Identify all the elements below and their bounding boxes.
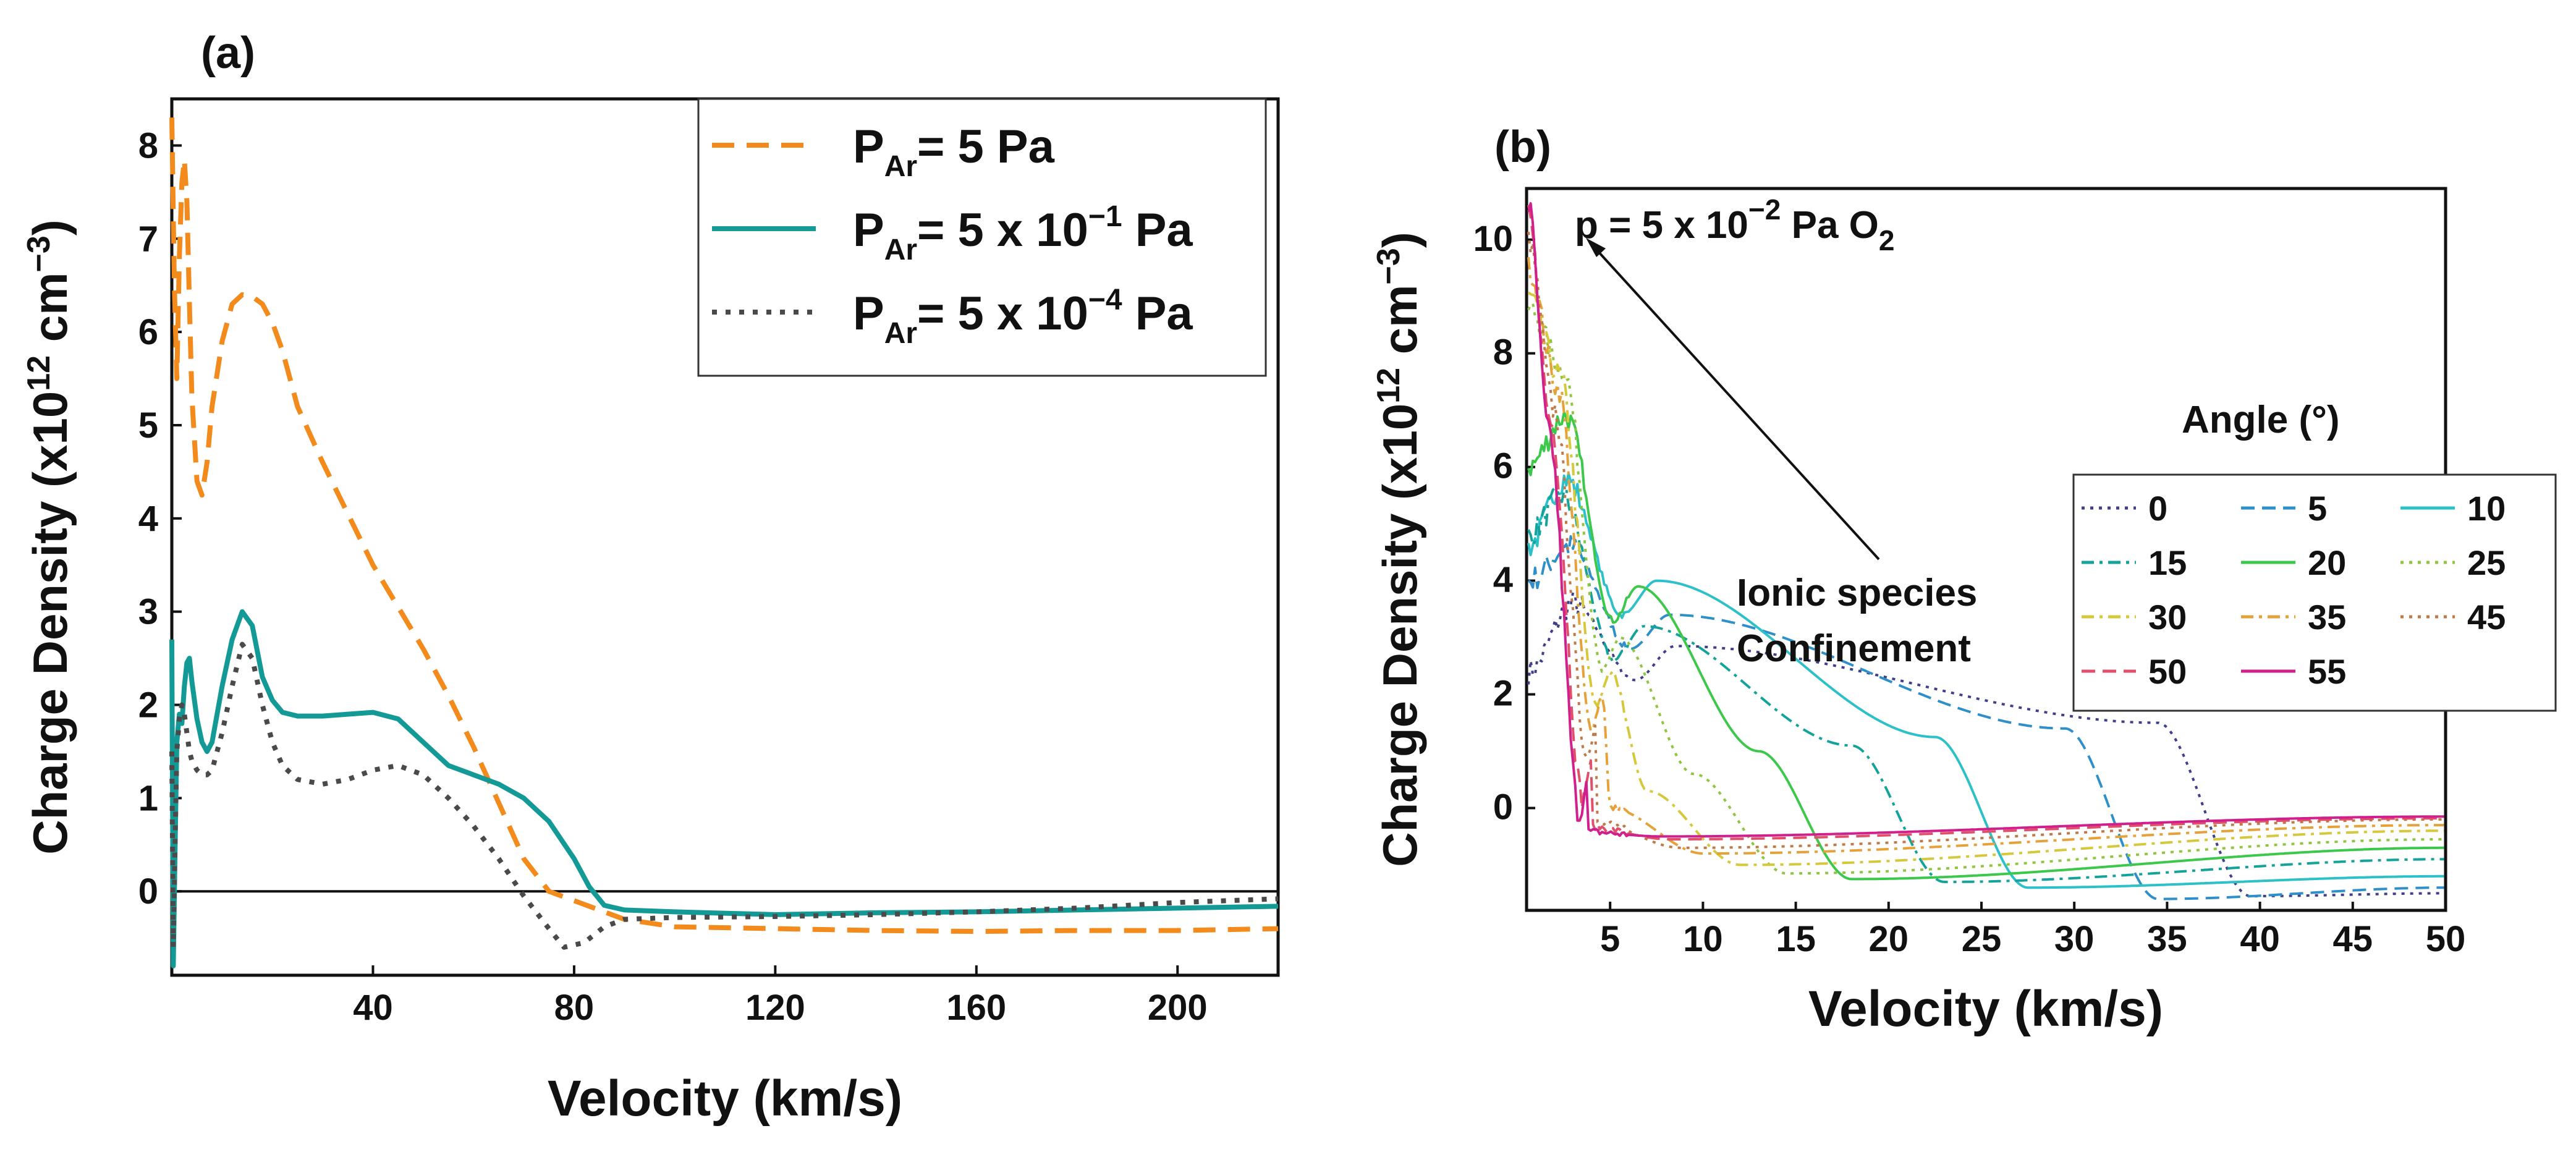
panel-a-series-line — [169, 609, 1279, 968]
panel-b-ytick-label: 8 — [1493, 332, 1513, 373]
panel-b-series-line — [1527, 591, 2444, 897]
panel-b-series-line — [1527, 202, 2444, 838]
panel-b-label: (b) — [1494, 122, 1551, 172]
panel-a-legend-label: PAr= 5 x 10−1 Pa — [853, 200, 1193, 266]
panel-a-series-line — [169, 642, 1279, 950]
panel-b-legend-box — [2072, 473, 2557, 712]
panel-b-xtick-label: 50 — [2426, 919, 2466, 959]
panel-b-xtick-label: 35 — [2147, 919, 2187, 959]
panel-b-x-axis-label: Velocity (km/s) — [1808, 981, 2163, 1037]
panel-b-series-line — [1527, 257, 2444, 855]
panel-b-legend-label: 35 — [2308, 598, 2346, 637]
panel-a-ytick-label: 7 — [138, 219, 158, 259]
panel-a-label: (a) — [201, 28, 255, 78]
panel-b-ytick-label: 4 — [1493, 560, 1513, 600]
panel-a-series — [169, 117, 1279, 968]
panel-b-legend-label: 10 — [2467, 489, 2506, 528]
panel-a-ytick-label: 8 — [138, 125, 158, 166]
panel-b-xtick-label: 40 — [2240, 919, 2280, 959]
panel-b-legend-label: 30 — [2148, 598, 2187, 637]
panel-b-series-line — [1527, 231, 2444, 849]
panel-a-xtick-label: 160 — [946, 988, 1006, 1028]
panel-a-xtick-label: 80 — [554, 988, 595, 1028]
panel-a-legend-label: PAr= 5 Pa — [853, 121, 1055, 183]
panel-b-series-line — [1527, 302, 2444, 875]
panel-b-series — [1527, 202, 2444, 900]
panel-a-y-axis-label: Charge Density (x1012 cm−3) — [21, 219, 77, 854]
panel-a: (a) 0 1 2 3 4 5 6 7 8 40 80 120 160 200 Velocity (km/… — [21, 28, 1280, 1127]
panel-b-ytick-label: 10 — [1473, 219, 1513, 259]
panel-b-xtick-label: 25 — [1962, 919, 2002, 959]
panel-a-xtick-label: 40 — [353, 988, 393, 1028]
panel-a-ytick-label: 1 — [138, 778, 158, 818]
panel-b-legend-label: 25 — [2467, 543, 2506, 582]
panel-b-legend-label: 55 — [2308, 652, 2346, 691]
annotation-line-2: Confinement — [1737, 627, 1971, 670]
panel-b-legend-label: 15 — [2148, 543, 2187, 582]
panel-a-ytick-label: 0 — [138, 871, 158, 912]
panel-a-legend: PAr= 5 Pa PAr= 5 x 10−1 Pa PAr= 5 x 10−4 P… — [697, 98, 1267, 377]
panel-b-series-line — [1527, 291, 2444, 866]
panel-b-ytick-label: 2 — [1493, 674, 1513, 714]
panel-b-pressure-annotation: p = 5 x 10−2 Pa O2 — [1575, 193, 1894, 256]
panel-b-xtick-label: 45 — [2333, 919, 2373, 959]
panel-b-ytick-label: 0 — [1493, 787, 1513, 827]
panel-a-ytick-label: 2 — [138, 685, 158, 726]
panel-a-ticks: 0 1 2 3 4 5 6 7 8 40 80 120 160 200 — [138, 125, 1278, 1028]
panel-b-ytick-label: 6 — [1493, 446, 1513, 486]
panel-b-legend-label: 0 — [2148, 489, 2167, 528]
panel-a-ytick-label: 6 — [138, 312, 158, 352]
panel-b-series-line — [1527, 472, 2444, 889]
panel-a-xtick-label: 200 — [1148, 988, 1208, 1028]
panel-b-legend-label: 5 — [2308, 489, 2327, 528]
panel-b-series-line — [1527, 410, 2444, 881]
panel-a-ytick-label: 5 — [138, 405, 158, 446]
panel-b-y-axis-label: Charge Density (x1012 cm−3) — [1371, 232, 1427, 866]
panel-b-series-line — [1527, 205, 2444, 841]
confinement-arrow-head — [1586, 238, 1606, 257]
panel-b-legend-title: Angle (°) — [2182, 399, 2340, 441]
panel-b-legend-label: 50 — [2148, 652, 2187, 691]
panel-a-xtick-label: 120 — [745, 988, 805, 1028]
panel-a-legend-label: PAr= 5 x 10−4 Pa — [853, 284, 1193, 350]
annotation-line-1: Ionic species — [1737, 572, 1977, 614]
panel-a-x-axis-label: Velocity (km/s) — [548, 1070, 902, 1127]
panel-a-ytick-label: 3 — [138, 592, 158, 632]
panel-b-legend-label: 20 — [2308, 543, 2346, 582]
panel-b-xtick-label: 20 — [1869, 919, 1909, 959]
panel-b-legend: 0 5 10 15 20 25 30 35 45 50 55 — [2072, 473, 2557, 712]
confinement-arrow — [1590, 243, 1880, 561]
panel-a-series-line — [169, 117, 1279, 934]
panel-b-xtick-label: 30 — [2054, 919, 2095, 959]
panel-b-series-line — [1527, 535, 2444, 900]
panel-b-xtick-label: 5 — [1600, 919, 1620, 959]
panel-b-xtick-label: 10 — [1683, 919, 1723, 959]
panel-a-ytick-label: 4 — [138, 499, 158, 539]
panel-b-legend-label: 45 — [2467, 598, 2506, 637]
panel-b-xtick-label: 15 — [1776, 919, 1816, 959]
